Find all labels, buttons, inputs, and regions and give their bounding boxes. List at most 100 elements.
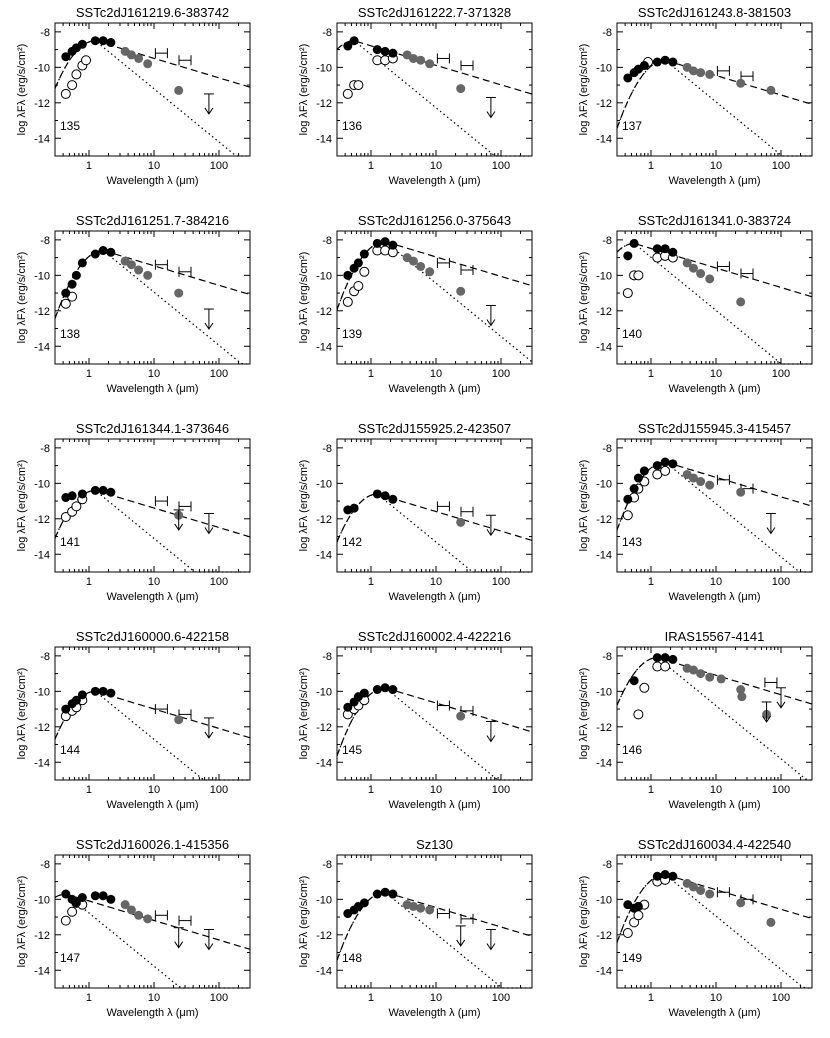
y-tick-label: -12 (316, 306, 332, 318)
filled-point (90, 36, 100, 46)
filled-point (353, 258, 363, 268)
y-axis: -8 -10 -12 -14 log λFλ (erg/s/cm²) (16, 27, 250, 145)
photosphere-model-line (336, 40, 532, 157)
panel-number: 138 (60, 327, 80, 341)
panel-title: SSTc2dJ161243.8-381503 (638, 5, 791, 20)
open-point (67, 906, 78, 917)
panel-number: 145 (342, 743, 362, 757)
gray-point (456, 84, 466, 94)
plot-frame (54, 646, 251, 781)
photosphere-model-line (616, 657, 812, 781)
y-tick-label: -8 (40, 235, 50, 247)
open-point (359, 266, 370, 277)
y-tick-label: -8 (40, 859, 50, 871)
y-tick-label: -10 (596, 686, 612, 698)
x-axis: 1 10 100 Wavelength λ (μm) (344, 855, 533, 1019)
gray-point (408, 256, 418, 266)
disk-median-line (54, 40, 251, 89)
disk-median-line (616, 874, 813, 943)
filled-point (98, 891, 108, 901)
x-axis-label: Wavelength λ (μm) (106, 175, 198, 187)
filled-point (67, 491, 77, 501)
open-point (60, 915, 71, 926)
y-axis: -8 -10 -12 -14 log λFλ (erg/s/cm²) (298, 651, 532, 769)
filled-point (359, 249, 369, 259)
y-axis-label: log λFλ (erg/s/cm²) (578, 668, 590, 760)
x-tick-label: 100 (772, 992, 790, 1004)
plot-frame (616, 854, 813, 989)
x-axis-label: Wavelength λ (μm) (388, 175, 480, 187)
filled-point (623, 73, 633, 83)
filled-point (388, 685, 398, 695)
gray-point (126, 50, 136, 60)
y-axis: -8 -10 -12 -14 log λFλ (erg/s/cm²) (16, 859, 250, 977)
gray-point (416, 261, 426, 271)
open-point (353, 280, 364, 291)
x-tick-label: 1 (86, 160, 92, 172)
gray-point (425, 267, 435, 277)
sed-panel-147: SSTc2dJ160026.1-415356 1 10 100 Wavelength λ… (16, 837, 251, 1019)
gray-point (143, 270, 153, 280)
photosphere-model-line (616, 59, 812, 157)
disk-median-line (336, 493, 533, 542)
disk-median-line (616, 242, 813, 298)
x-tick-label: 1 (648, 576, 654, 588)
panel-title: SSTc2dJ160034.4-422540 (638, 837, 791, 852)
panel-number: 144 (60, 743, 80, 757)
gray-point (126, 260, 136, 270)
y-tick-label: -10 (596, 894, 612, 906)
x-tick-label: 1 (648, 992, 654, 1004)
upper-limit-arrow (204, 107, 214, 115)
x-tick-label: 100 (492, 160, 510, 172)
filled-point (106, 894, 116, 904)
panel-number: 143 (622, 535, 642, 549)
photosphere-model-line (336, 241, 533, 363)
filled-point (71, 898, 81, 908)
plot-frame (54, 854, 251, 989)
open-point (60, 298, 71, 309)
filled-point (61, 889, 71, 899)
filled-point (372, 45, 382, 55)
x-tick-label: 1 (368, 576, 374, 588)
filled-point (380, 491, 390, 501)
sed-panel-149: SSTc2dJ160034.4-422540 1 10 100 Wavelength λ… (578, 837, 813, 1019)
filled-point (98, 686, 108, 696)
y-axis-label: log λFλ (erg/s/cm²) (298, 44, 310, 136)
open-point (622, 510, 633, 521)
gray-point (174, 288, 184, 298)
x-tick-label: 10 (148, 368, 160, 380)
sed-panel-142: SSTc2dJ155925.2-423507 1 10 100 Wavelength λ… (298, 421, 533, 603)
y-tick-label: -10 (316, 478, 332, 490)
panel-number: 136 (342, 119, 362, 133)
y-tick-label: -10 (316, 686, 332, 698)
gray-point (705, 480, 715, 490)
gray-point (688, 665, 698, 675)
gray-point (456, 517, 466, 527)
upper-limit-arrow (204, 731, 214, 739)
x-axis: 1 10 100 Wavelength λ (μm) (624, 23, 813, 187)
y-tick-label: -8 (602, 443, 612, 455)
gray-point (705, 672, 715, 682)
y-tick-label: -10 (316, 894, 332, 906)
y-axis-label: log λFλ (erg/s/cm²) (298, 668, 310, 760)
open-point (639, 682, 650, 693)
gray-point (736, 487, 746, 497)
x-tick-label: 100 (492, 368, 510, 380)
gray-point (696, 669, 706, 679)
filled-point (98, 36, 108, 46)
y-axis-label: log λFλ (erg/s/cm²) (16, 460, 28, 552)
x-tick-label: 100 (492, 784, 510, 796)
filled-point (67, 279, 77, 289)
filled-point (639, 466, 649, 476)
panel-title: SSTc2dJ160000.6-422158 (76, 629, 229, 644)
x-axis-label: Wavelength λ (μm) (388, 799, 480, 811)
filled-point (629, 676, 639, 686)
y-tick-label: -14 (34, 133, 50, 145)
x-tick-label: 10 (430, 160, 442, 172)
gray-point (456, 711, 466, 721)
x-tick-label: 100 (210, 160, 228, 172)
filled-point (106, 247, 116, 257)
photosphere-model-line (336, 891, 532, 989)
y-tick-label: -10 (596, 478, 612, 490)
y-tick-label: -12 (34, 306, 50, 318)
